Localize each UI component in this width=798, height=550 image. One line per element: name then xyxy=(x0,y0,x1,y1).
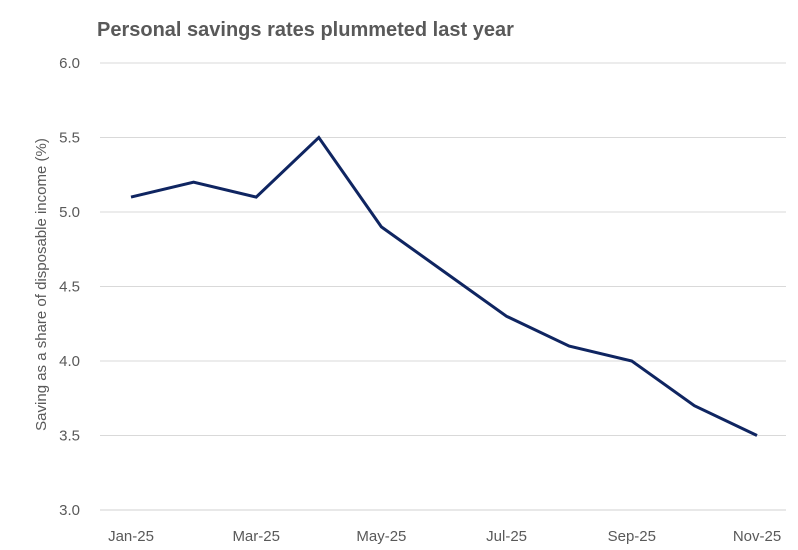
y-tick-label: 5.5 xyxy=(59,130,80,147)
x-axis-ticks: Jan-25 Mar-25 May-25 Jul-25 Sep-25 Nov-25 xyxy=(108,528,781,545)
y-tick-label: 5.0 xyxy=(59,204,80,221)
x-tick-label: Jan-25 xyxy=(108,528,154,545)
y-tick-label: 4.0 xyxy=(59,353,80,370)
y-tick-label: 4.5 xyxy=(59,279,80,296)
y-tick-label: 3.5 xyxy=(59,428,80,445)
y-axis-label: Saving as a share of disposable income (… xyxy=(33,138,50,431)
y-tick-label: 3.0 xyxy=(59,502,80,519)
x-tick-label: May-25 xyxy=(356,528,406,545)
gridlines xyxy=(100,62,786,511)
x-tick-label: Mar-25 xyxy=(232,528,280,545)
series-layer xyxy=(130,135,758,437)
y-tick-label: 6.0 xyxy=(59,55,80,72)
y-axis-ticks: 3.0 3.5 4.0 4.5 5.0 5.5 6.0 xyxy=(59,55,80,519)
series-line xyxy=(130,135,758,437)
x-tick-label: Jul-25 xyxy=(486,528,527,545)
x-tick-label: Nov-25 xyxy=(733,528,781,545)
x-tick-label: Sep-25 xyxy=(608,528,656,545)
chart-title: Personal savings rates plummeted last ye… xyxy=(97,19,514,41)
